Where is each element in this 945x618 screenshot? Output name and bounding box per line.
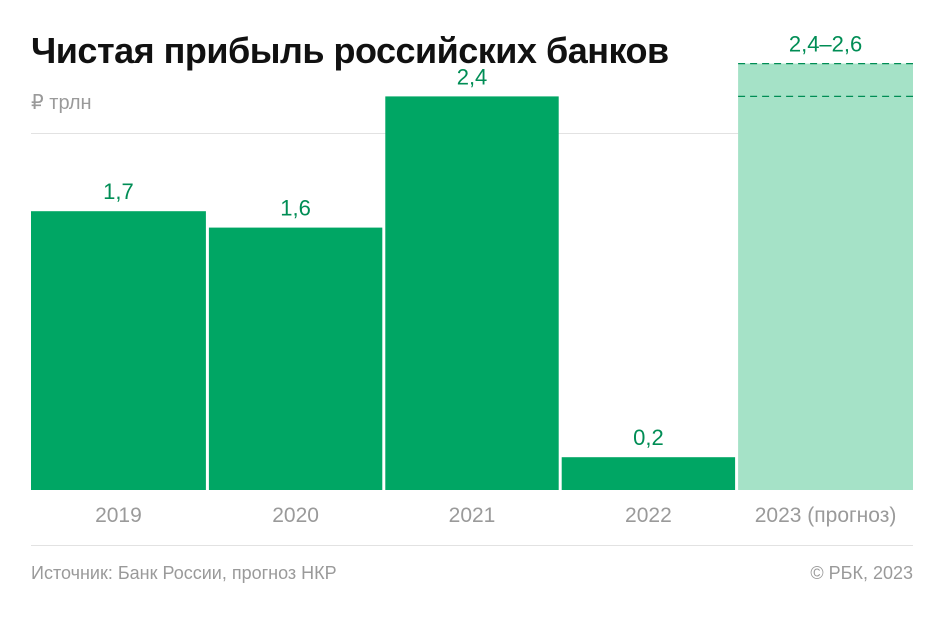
bottom-divider [31, 545, 913, 546]
value-label: 0,2 [633, 425, 664, 450]
forecast-bar [738, 63, 913, 490]
value-label: 1,7 [103, 179, 134, 204]
chart-title: Чистая прибыль российских банков [31, 30, 669, 71]
x-tick-label: 2021 [449, 504, 496, 527]
x-tick-label: 2022 [625, 504, 672, 527]
source-note: Источник: Банк России, прогноз НКР [31, 563, 337, 583]
x-tick-label: 2023 (прогноз) [755, 504, 897, 527]
x-tick-label: 2020 [272, 504, 319, 527]
bar-2021 [385, 96, 559, 491]
unit-label: ₽ трлн [31, 92, 92, 114]
value-label: 2,4–2,6 [789, 32, 862, 57]
bar-2022 [561, 457, 736, 490]
value-label: 1,6 [280, 196, 311, 221]
bar-2020 [208, 227, 383, 490]
bar-2019 [31, 211, 206, 490]
copyright: © РБК, 2023 [810, 563, 913, 583]
x-tick-label: 2019 [95, 504, 142, 527]
value-label: 2,4 [457, 64, 488, 89]
